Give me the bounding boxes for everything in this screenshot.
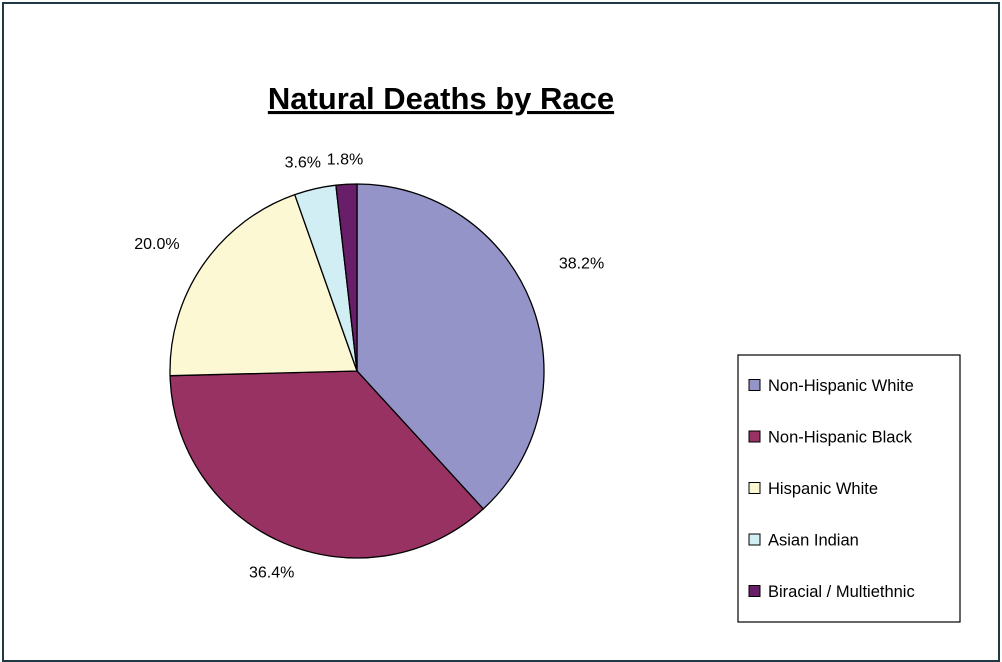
pie-slice-non-hispanic-black: [169, 370, 484, 559]
pie-slice-biracial-multiethnic: [335, 183, 358, 372]
legend-label-biracial-multiethnic: Biracial / Multiethnic: [768, 583, 915, 601]
data-label-hispanic-white: 20.0%: [134, 236, 179, 253]
slice-labels: 38.2% 36.4% 20.0% 3.6% 1.8%: [134, 151, 604, 581]
data-label-asian-indian: 3.6%: [285, 155, 321, 172]
legend-label-asian-indian: Asian Indian: [768, 532, 859, 550]
legend-label-non-hispanic-white: Non-Hispanic White: [768, 377, 914, 395]
legend: Non-Hispanic White Non-Hispanic Black Hisp…: [737, 354, 961, 623]
data-label-non-hispanic-black: 36.4%: [249, 565, 294, 582]
legend-swatch-biracial-multiethnic: [748, 585, 761, 597]
legend-swatch-non-hispanic-white: [748, 379, 761, 391]
legend-swatch-non-hispanic-black: [748, 430, 761, 443]
legend-label-non-hispanic-black: Non-Hispanic Black: [768, 429, 913, 447]
legend-box: [737, 354, 961, 623]
pie-slice-non-hispanic-white: [356, 183, 545, 510]
data-label-non-hispanic-white: 38.2%: [559, 255, 604, 272]
data-label-biracial-multiethnic: 1.8%: [327, 151, 363, 168]
legend-swatch-hispanic-white: [748, 482, 761, 494]
legend-swatch-asian-indian: [748, 533, 761, 546]
legend-label-hispanic-white: Hispanic White: [768, 480, 878, 498]
pie-slices: [169, 183, 545, 559]
chart-title: Natural Deaths by Race: [268, 81, 614, 116]
